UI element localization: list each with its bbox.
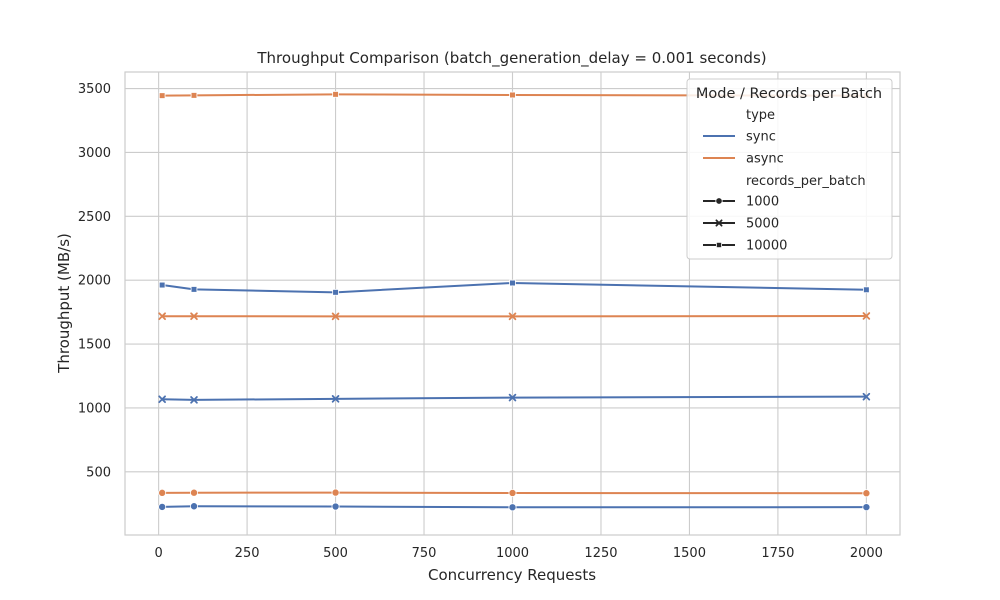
- legend-box: [686, 78, 893, 260]
- data-point-async-1000: [331, 488, 340, 497]
- data-point-sync-10000: [863, 286, 870, 294]
- data-point-sync-5000: [862, 392, 871, 401]
- data-point-async-5000: [862, 312, 871, 320]
- y-tick-label: 3000: [78, 146, 111, 161]
- data-point-async-1000: [862, 489, 871, 498]
- y-tick-label: 3500: [78, 82, 111, 97]
- y-ticks: 500 1000 1500 2000 2500 3000 3500: [78, 82, 111, 480]
- x-axis-label: Concurrency Requests: [428, 566, 596, 584]
- data-point-async-10000: [509, 91, 516, 99]
- data-point-sync-1000: [190, 502, 199, 511]
- legend: Mode / Records per Batch type syncasync …: [686, 78, 893, 260]
- legend-label-async: async: [746, 152, 784, 167]
- data-point-async-1000: [158, 488, 167, 497]
- x-tick-label: 1250: [584, 546, 617, 561]
- data-point-async-10000: [190, 92, 198, 99]
- legend-label-rpb-1000: 1000: [746, 195, 779, 210]
- y-axis-label: Throughput (MB/s): [55, 233, 73, 374]
- chart-title: Throughput Comparison (batch_generation_…: [256, 49, 766, 68]
- x-tick-label: 500: [323, 546, 348, 561]
- data-point-sync-1000: [508, 503, 517, 512]
- legend-label-rpb-10000: 10000: [746, 239, 787, 254]
- x-tick-label: 1500: [673, 546, 706, 561]
- data-point-async-10000: [158, 92, 166, 99]
- legend-type-header: type: [746, 108, 775, 123]
- data-point-async-5000: [158, 312, 166, 321]
- legend-marker-5000: [715, 219, 723, 227]
- x-tick-label: 2000: [850, 546, 883, 561]
- data-point-async-10000: [332, 91, 339, 98]
- data-point-sync-1000: [862, 503, 871, 512]
- legend-label-rpb-5000: 5000: [746, 217, 779, 232]
- data-point-async-5000: [331, 312, 340, 321]
- legend-marker-1000: [715, 197, 723, 205]
- legend-label-sync: sync: [746, 130, 776, 145]
- data-point-sync-10000: [332, 289, 339, 296]
- legend-title: Mode / Records per Batch: [696, 86, 882, 102]
- data-point-sync-1000: [158, 502, 167, 511]
- legend-rpb-header: records_per_batch: [746, 174, 866, 189]
- data-point-sync-10000: [158, 281, 166, 289]
- data-point-async-5000: [508, 312, 517, 321]
- data-point-sync-5000: [190, 396, 198, 404]
- x-tick-label: 0: [154, 546, 162, 561]
- series-markers: [158, 91, 871, 512]
- data-point-async-1000: [190, 488, 199, 497]
- x-ticks: 0 250 500 750 1000 1250 1500 1750 2000: [154, 546, 882, 561]
- data-point-sync-10000: [190, 286, 198, 293]
- x-tick-label: 250: [235, 546, 260, 561]
- y-tick-label: 1000: [78, 401, 111, 416]
- data-point-async-5000: [190, 312, 198, 321]
- plot-frame: [124, 71, 901, 536]
- data-point-sync-5000: [508, 393, 517, 402]
- data-point-sync-10000: [509, 279, 516, 287]
- y-tick-label: 2500: [78, 210, 111, 225]
- x-tick-label: 750: [412, 546, 437, 561]
- y-tick-label: 500: [86, 465, 111, 480]
- data-point-sync-5000: [158, 395, 166, 404]
- x-tick-label: 1750: [761, 546, 794, 561]
- data-point-sync-5000: [331, 395, 340, 403]
- y-tick-label: 1500: [78, 338, 111, 353]
- y-tick-label: 2000: [78, 274, 111, 289]
- data-point-sync-1000: [331, 502, 340, 511]
- legend-marker-10000: [715, 241, 723, 249]
- x-tick-label: 1000: [496, 546, 529, 561]
- data-point-async-1000: [508, 488, 517, 497]
